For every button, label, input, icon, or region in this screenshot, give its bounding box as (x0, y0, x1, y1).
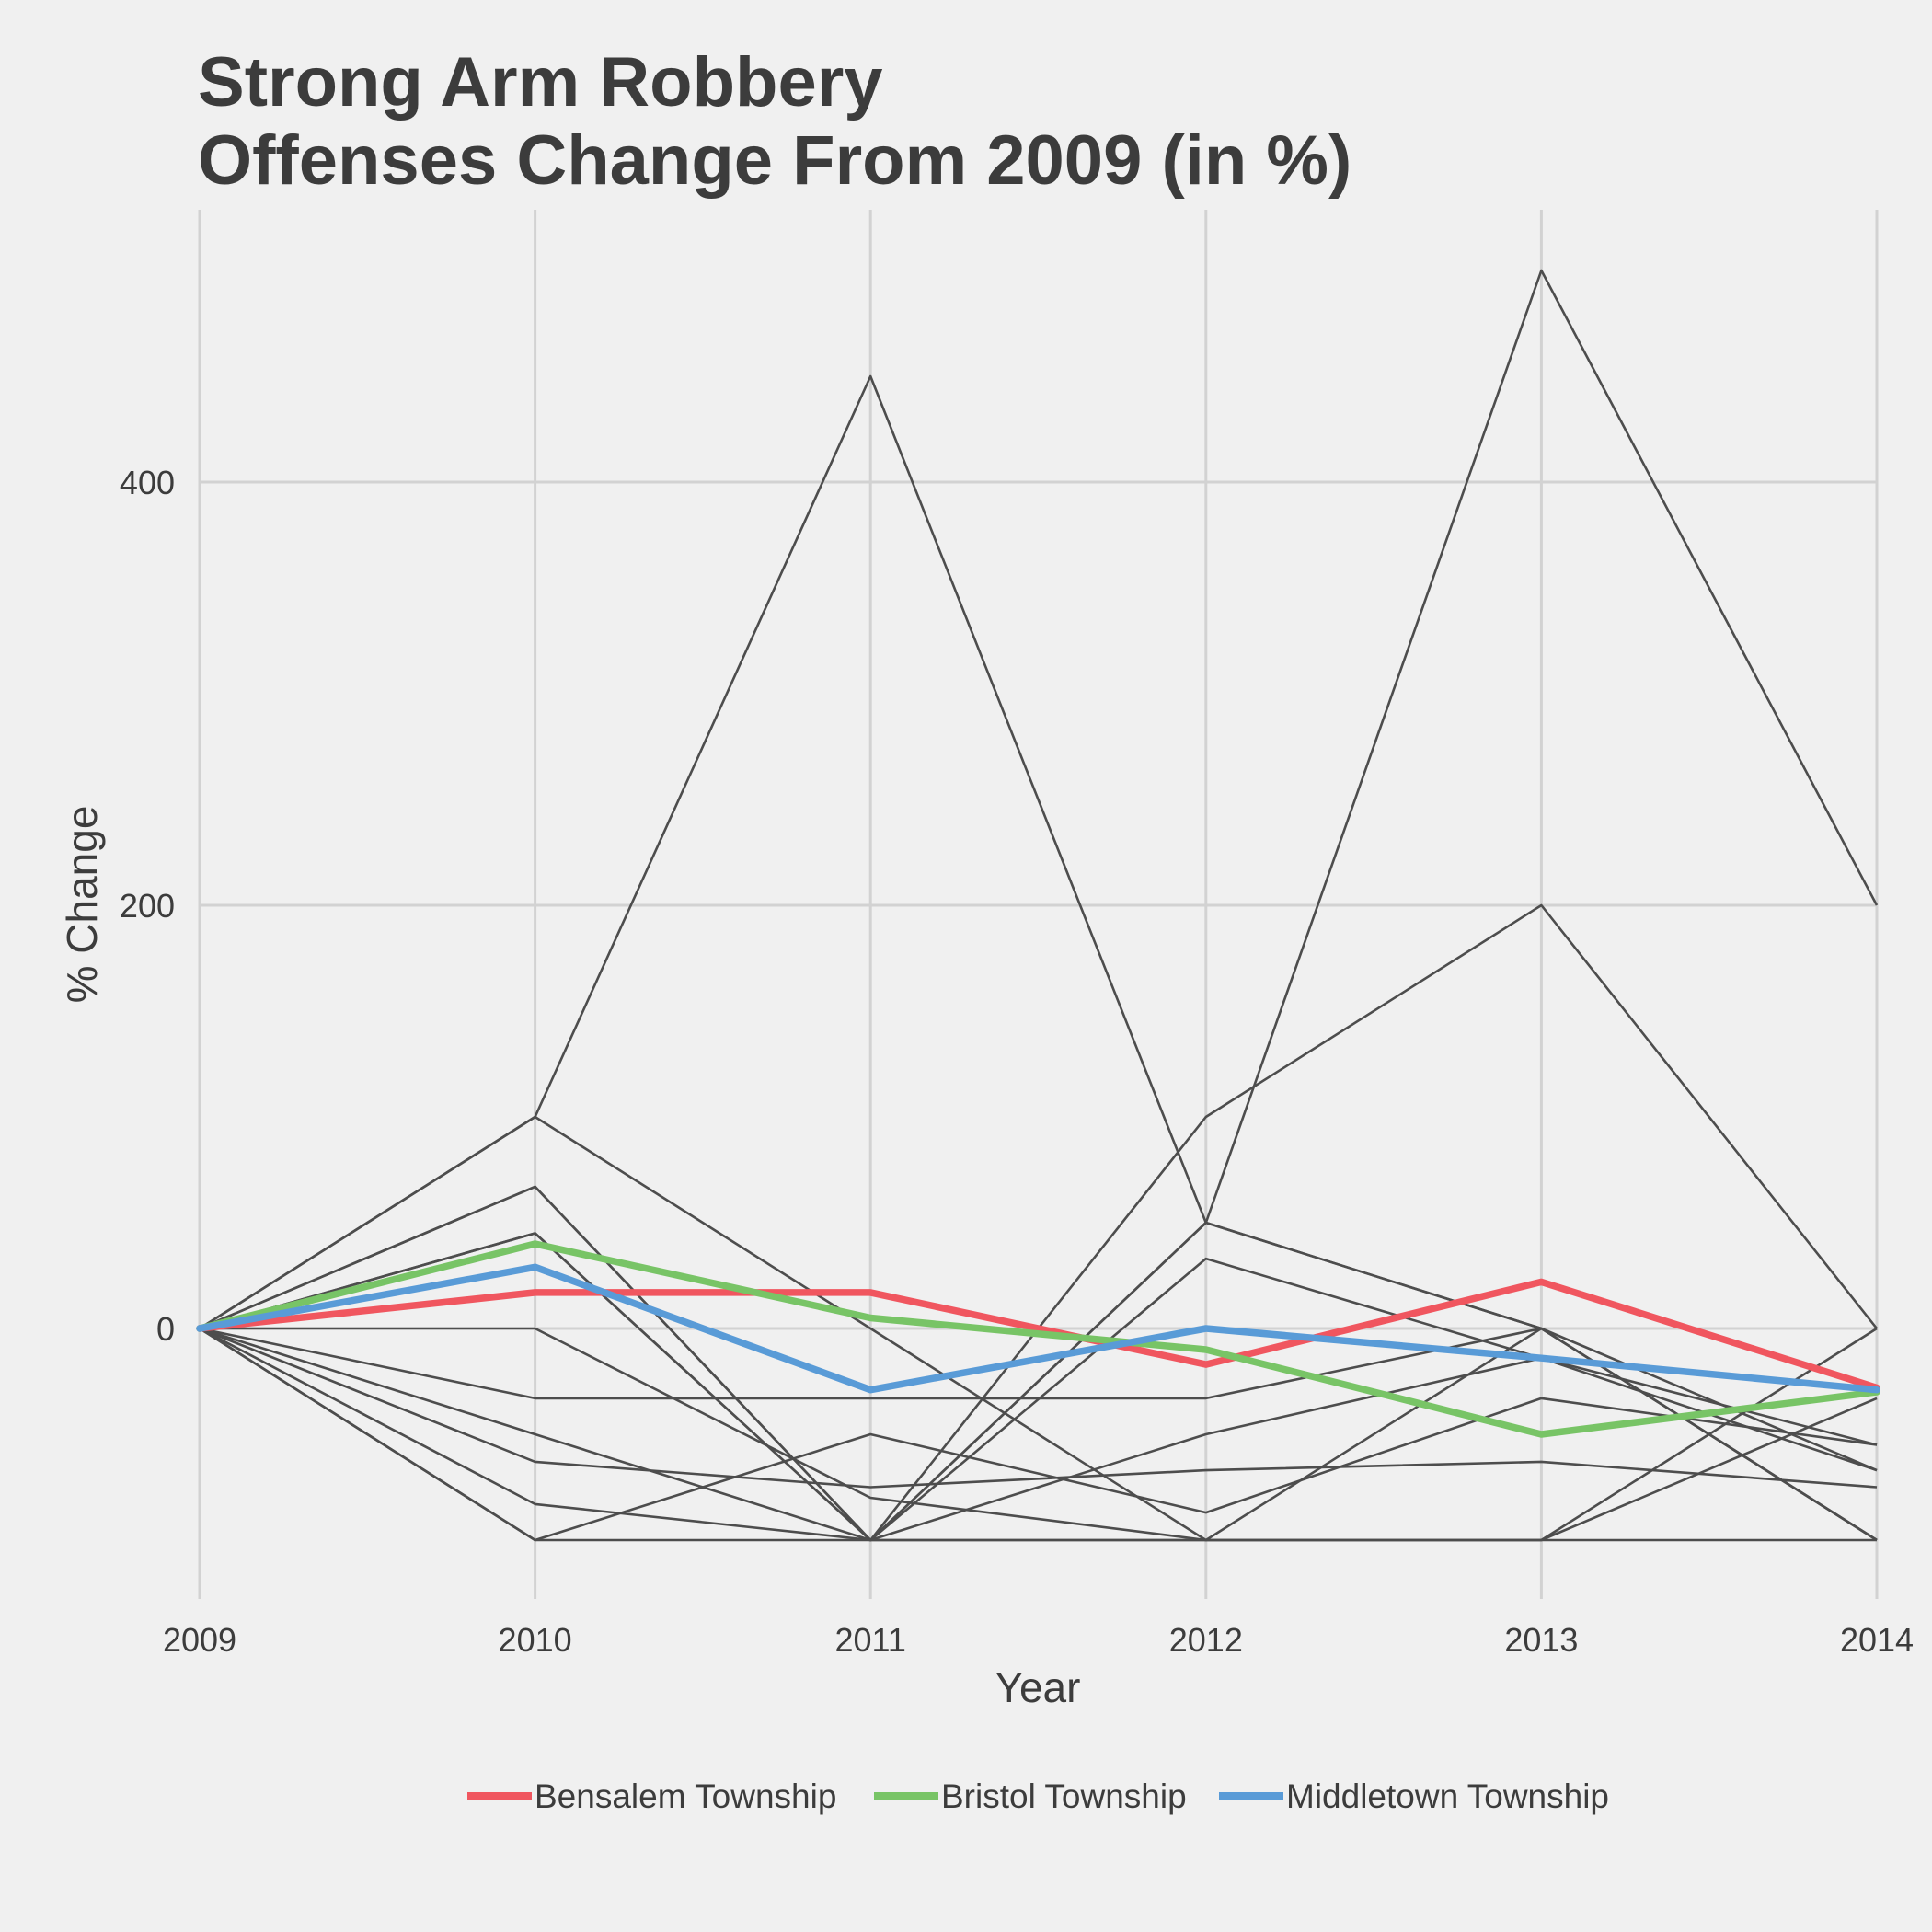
background-series-line-5 (199, 1115, 1878, 1542)
legend-label-bristol-township: Bristol Township (941, 1777, 1187, 1815)
x-axis-title: Year (995, 1663, 1081, 1711)
background-series-line-3 (199, 903, 1879, 1542)
background-series-line-10 (199, 1327, 1878, 1542)
background-series-line-7 (200, 1327, 1878, 1542)
x-tick-label-2013: 2013 (1504, 1621, 1578, 1659)
x-tick-label-2011: 2011 (834, 1621, 905, 1659)
x-tick-label-2014: 2014 (1840, 1621, 1914, 1659)
x-tick-label-2012: 2012 (1169, 1621, 1243, 1659)
y-tick-label-400: 400 (120, 464, 175, 501)
background-series-line-13 (199, 1327, 1877, 1542)
chart-title-line-1: Strong Arm Robbery (198, 43, 883, 121)
chart-title-line-2: Offenses Change From 2009 (in %) (198, 121, 1351, 200)
legend-label-middletown-township: Middletown Township (1286, 1777, 1609, 1815)
y-tick-label-0: 0 (156, 1310, 175, 1348)
y-tick-label-200: 200 (120, 887, 175, 925)
x-tick-label-2010: 2010 (499, 1621, 572, 1659)
background-series-line-9 (199, 1327, 1878, 1489)
legend-label-bensalem-township: Bensalem Township (535, 1777, 836, 1815)
legend: Bensalem Township Bristol Township Middlet… (467, 1777, 1609, 1815)
background-series-line-6 (199, 1221, 1878, 1542)
highlight-series-group (196, 1240, 1880, 1438)
y-axis-ticks: 0 200 400 (120, 464, 175, 1348)
y-axis-title: % Change (58, 806, 106, 1004)
x-tick-label-2009: 2009 (163, 1621, 236, 1659)
background-series-group (199, 269, 1879, 1542)
x-axis-ticks: 2009 2010 2011 2012 2013 2014 (163, 1621, 1914, 1659)
series-line-bristol-township (196, 1240, 1880, 1438)
series-line-bensalem-township (196, 1278, 1880, 1392)
grid (198, 210, 1879, 1599)
series-line-middletown-township (196, 1263, 1880, 1394)
